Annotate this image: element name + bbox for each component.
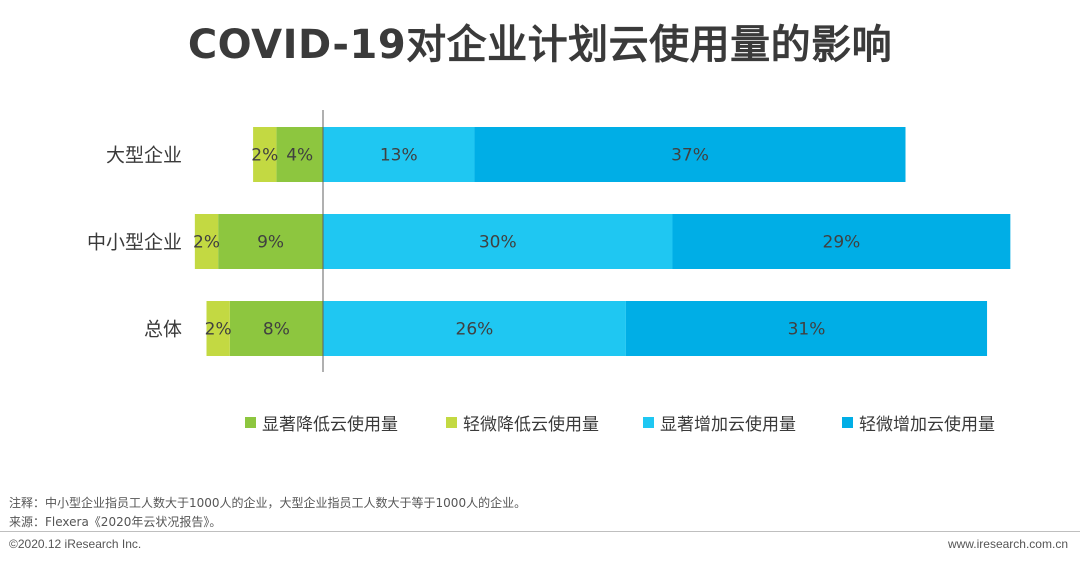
data-label: 2%	[251, 146, 278, 166]
bar-significant-decrease	[218, 214, 323, 269]
category-label: 大型企业	[106, 145, 182, 167]
legend-label: 轻微增加云使用量	[859, 415, 995, 435]
bar-slight-decrease	[206, 301, 230, 356]
bar-slight-increase	[625, 301, 988, 356]
data-label: 37%	[671, 146, 709, 166]
footer-divider	[0, 531, 1080, 532]
data-label: 29%	[823, 233, 861, 253]
chart-title: COVID-19对企业计划云使用量的影响	[187, 22, 893, 68]
data-label: 31%	[788, 320, 826, 340]
data-label: 13%	[380, 146, 418, 166]
legend-label: 显著增加云使用量	[660, 415, 796, 435]
data-label: 26%	[456, 320, 494, 340]
bar-significant-increase	[323, 214, 673, 269]
legend-label: 轻微降低云使用量	[463, 415, 599, 435]
legend-label: 显著降低云使用量	[262, 415, 398, 435]
legend-item-significant-increase: 显著增加云使用量	[643, 410, 796, 435]
chart-note: 注释：中小型企业指员工人数大于1000人的企业，大型企业指员工人数大于等于100…	[9, 496, 527, 510]
legend-item-significant-decrease: 显著降低云使用量	[245, 410, 398, 435]
data-label: 30%	[479, 233, 517, 253]
chart-source: 来源：Flexera《2020年云状况报告》。	[9, 515, 222, 529]
category-label: 总体	[144, 319, 182, 341]
legend-item-slight-increase: 轻微增加云使用量	[842, 410, 995, 435]
data-label: 2%	[205, 320, 232, 340]
footer-copyright: ©2020.12 iResearch Inc.	[9, 537, 142, 551]
legend-item-slight-decrease: 轻微降低云使用量	[446, 410, 599, 435]
bar-significant-decrease	[229, 301, 323, 356]
bar-slight-increase	[474, 127, 906, 182]
legend-swatch	[446, 417, 457, 428]
category-label: 中小型企业	[87, 232, 182, 254]
legend-swatch	[842, 417, 853, 428]
bar-slight-decrease	[253, 127, 277, 182]
data-label: 9%	[257, 233, 284, 253]
chart-plot: 大型企业 4% 2% 13% 37% 中小型企业 9% 2% 30% 29% 总体 8% 2% 26% 31…	[87, 110, 1011, 372]
bar-slight-increase	[672, 214, 1011, 269]
legend-swatch	[245, 417, 256, 428]
data-label: 2%	[193, 233, 220, 253]
data-label: 8%	[263, 320, 290, 340]
bar-significant-decrease	[276, 127, 323, 182]
bar-significant-increase	[323, 301, 626, 356]
bar-slight-decrease	[194, 214, 219, 269]
footer-website[interactable]: www.iresearch.com.cn	[947, 537, 1068, 551]
bar-significant-increase	[323, 127, 475, 182]
data-label: 4%	[286, 146, 313, 166]
legend-swatch	[643, 417, 654, 428]
